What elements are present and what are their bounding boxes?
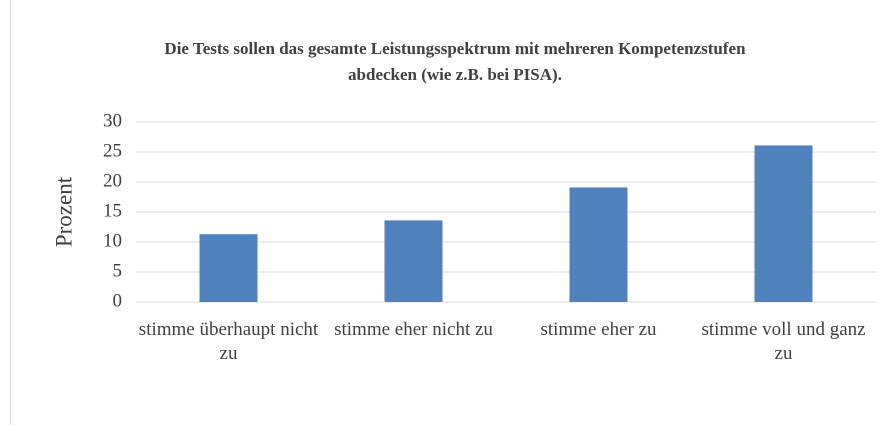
y-tick-label: 10: [103, 230, 122, 251]
y-tick-label: 30: [103, 110, 122, 131]
bar: [569, 187, 628, 302]
y-tick-label: 0: [113, 290, 123, 311]
chart-title: Die Tests sollen das gesamte Leistungssp…: [164, 39, 746, 84]
bar: [199, 234, 258, 302]
y-axis-label: Prozent: [51, 176, 76, 247]
x-tick-label: stimme voll und ganz zu: [701, 319, 866, 364]
bar: [754, 145, 813, 302]
x-tick-label: stimme eher zu: [540, 319, 657, 340]
y-tick-label: 20: [103, 170, 122, 191]
y-tick-label: 25: [103, 140, 122, 161]
chart-border: [10, 0, 11, 425]
x-tick-label: stimme eher nicht zu: [334, 319, 493, 340]
x-tick-label: stimme überhaupt nicht zu: [138, 319, 319, 364]
bar: [384, 220, 443, 302]
y-tick-label: 5: [113, 260, 123, 281]
y-tick-label: 15: [103, 200, 122, 221]
